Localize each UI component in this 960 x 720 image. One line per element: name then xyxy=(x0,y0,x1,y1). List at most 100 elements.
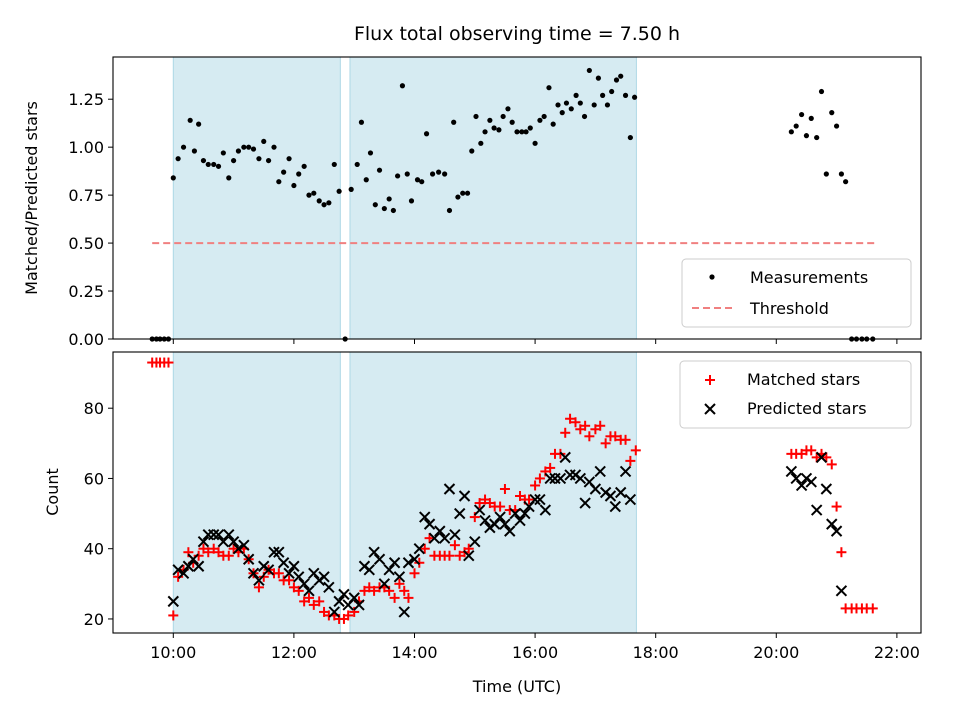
y-tick-label: 40 xyxy=(84,540,104,559)
predicted-stars-point xyxy=(197,535,210,548)
measurements-point xyxy=(838,171,845,177)
measurements-point xyxy=(496,127,502,133)
matched-stars-point xyxy=(595,420,606,431)
predicted-stars-point xyxy=(438,532,451,544)
measurements-point xyxy=(455,194,461,200)
matched-stars-point xyxy=(419,543,430,554)
predicted-stars-point xyxy=(353,599,365,611)
ratio-axis-ticks: 0.00 0.25 0.50 0.75 1.00 1.25 xyxy=(68,90,898,349)
measurements-point xyxy=(442,171,448,177)
predicted-stars-point xyxy=(820,483,833,495)
matched-stars-point xyxy=(867,603,878,614)
measurements-point xyxy=(581,113,588,120)
measurements-point xyxy=(261,138,267,145)
predicted-stars-point xyxy=(227,535,240,548)
predicted-stars-point xyxy=(443,483,456,495)
matched-stars-point xyxy=(560,427,571,438)
predicted-stars-point xyxy=(303,585,315,597)
measurements-point xyxy=(175,156,181,162)
predicted-stars-point xyxy=(835,585,848,597)
measurements-point xyxy=(586,67,592,74)
predicted-stars-point xyxy=(434,525,446,537)
predicted-stars-point xyxy=(499,518,511,530)
matched-stars-point xyxy=(343,610,354,621)
predicted-stars-point xyxy=(378,578,391,590)
count-panel: 20 40 60 80 10:00 12:00 14:00 16:00 18:00 20:00 22… xyxy=(43,351,922,696)
measurements-point xyxy=(276,179,282,185)
y-tick-label: 1.00 xyxy=(68,138,104,157)
measurements-point xyxy=(354,161,360,168)
measurements-point xyxy=(408,198,415,204)
count-legend: Matched stars Predicted stars xyxy=(679,360,912,429)
predicted-stars-point xyxy=(207,528,220,541)
matched-stars-point xyxy=(610,431,621,442)
predicted-stars-point xyxy=(283,567,295,579)
predicted-stars-point xyxy=(318,571,330,583)
legend-threshold-label: Threshold xyxy=(749,299,829,318)
legend-measurements-marker xyxy=(709,274,715,280)
predicted-stars-point xyxy=(539,504,552,516)
measurements-point xyxy=(271,144,277,150)
predicted-stars-point xyxy=(232,542,245,555)
ratio-legend-box xyxy=(681,258,912,328)
y-tick-label: 0.25 xyxy=(68,282,104,301)
predicted-stars-point xyxy=(554,472,567,485)
observing-window-2 xyxy=(349,56,637,340)
x-tick-label: 16:00 xyxy=(512,643,558,662)
y-tick-label: 0.75 xyxy=(68,186,104,205)
predicted-stars-point xyxy=(373,553,386,565)
measurements-point xyxy=(414,177,421,183)
measurements-point xyxy=(436,169,442,175)
predicted-stars-point xyxy=(242,553,255,565)
measurements-point xyxy=(291,182,297,189)
measurements-point xyxy=(527,125,533,131)
predicted-stars-point xyxy=(268,546,280,558)
predicted-stars-point xyxy=(273,546,285,558)
measurements-point xyxy=(363,177,369,183)
measurements-point xyxy=(256,156,262,162)
matched-stars-point xyxy=(273,568,284,579)
matched-stars-point xyxy=(369,585,380,596)
measurements-point xyxy=(170,175,176,181)
matched-stars-point xyxy=(293,585,304,596)
y-tick-label: 0.00 xyxy=(68,330,104,349)
predicted-stars-point xyxy=(277,557,290,569)
measurements-point xyxy=(573,92,579,98)
measurements-point xyxy=(429,171,436,177)
measurements-point xyxy=(241,144,247,150)
predicted-stars-point xyxy=(402,557,415,569)
predicted-stars-point xyxy=(454,507,466,520)
predicted-stars-point xyxy=(298,578,310,590)
measurements-point xyxy=(196,121,202,127)
measurements-point xyxy=(286,156,292,162)
x-tick-label: 12:00 xyxy=(271,643,317,662)
predicted-stars-point xyxy=(785,465,798,478)
matched-stars-point xyxy=(163,357,174,368)
measurements-point xyxy=(803,133,810,139)
predicted-stars-point xyxy=(458,490,471,502)
measurements-point xyxy=(793,123,799,129)
measurements-point xyxy=(799,111,805,118)
predicted-stars-point xyxy=(348,592,360,604)
measurements-point xyxy=(191,148,198,154)
measurements-point xyxy=(446,207,453,214)
predicted-stars-point xyxy=(423,518,436,530)
x-tick-label: 14:00 xyxy=(391,643,437,662)
y-tick-label: 20 xyxy=(84,610,104,629)
ratio-legend: Measurements Threshold xyxy=(681,258,912,328)
matched-stars-point xyxy=(495,501,506,512)
measurements-point xyxy=(505,106,511,112)
measurements-point xyxy=(200,157,207,164)
predicted-stars-point xyxy=(187,553,199,565)
predicted-stars-point xyxy=(182,560,195,572)
measurements-point xyxy=(818,88,825,95)
predicted-stars-point xyxy=(826,518,838,530)
measurements-point xyxy=(265,157,272,164)
matched-stars-point xyxy=(168,610,179,621)
ratio-observing-windows xyxy=(172,56,637,340)
y-tick-label: 1.25 xyxy=(68,90,104,109)
measurements-point xyxy=(316,198,322,204)
predicted-stars-point xyxy=(514,514,526,527)
measurements-point xyxy=(423,131,430,137)
measurements-point xyxy=(595,75,602,81)
